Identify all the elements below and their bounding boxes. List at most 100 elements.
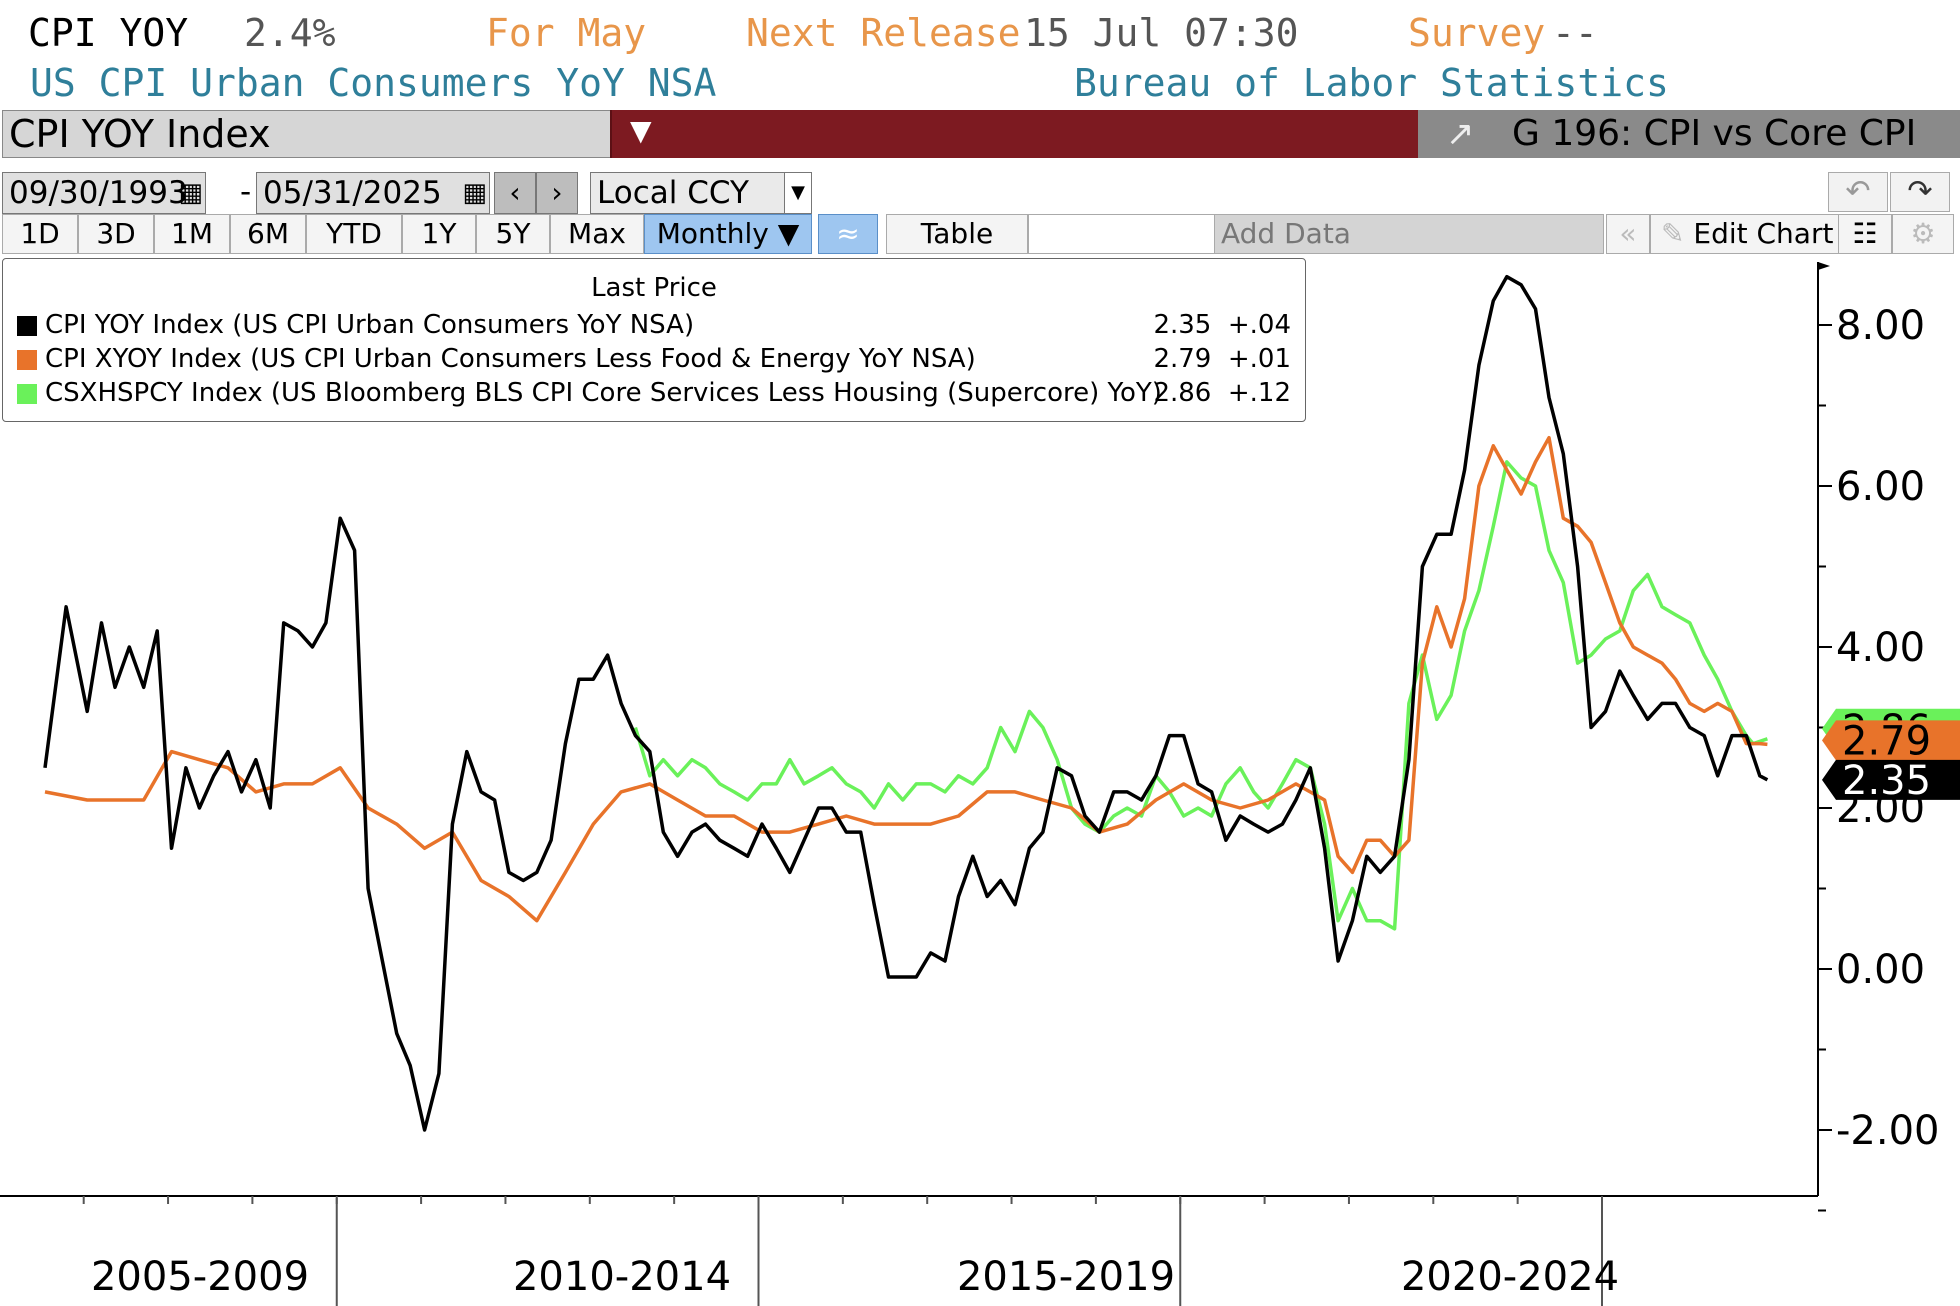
line-chart-type-button[interactable]: ≈ bbox=[818, 214, 878, 254]
currency-select[interactable]: Local CCY ▼ bbox=[590, 172, 812, 214]
pencil-icon: ✎ bbox=[1661, 217, 1685, 250]
series-line-supercore bbox=[633, 460, 1768, 931]
last-value-tag bbox=[1822, 759, 1960, 800]
line-chart: -2.000.002.004.006.008.00 2005-2009 2010-… bbox=[0, 262, 1960, 1306]
legend-label: CPI XYOY Index (US CPI Urban Consumers L… bbox=[45, 344, 976, 374]
chevron-down-icon: ▼ bbox=[784, 173, 811, 213]
survey-label: Survey bbox=[1408, 11, 1546, 55]
title-bar: CPI YOY Index ▼ ↗ G 196: CPI vs Core CPI bbox=[0, 110, 1960, 160]
start-date-value: 09/30/1993 bbox=[9, 175, 188, 211]
chart-settings-button[interactable]: ☷ bbox=[1838, 214, 1892, 254]
legend-values: 2.86 +.12 bbox=[1153, 377, 1291, 409]
x-axis-groups: 2005-2009 2010-2014 2015-2019 2020-2024 bbox=[82, 1196, 1619, 1306]
last-value-label: 2.79 bbox=[1822, 718, 1960, 764]
legend-label: CSXHSPCY Index (US Bloomberg BLS CPI Cor… bbox=[45, 378, 1162, 408]
undo-icon: ↶ bbox=[1845, 174, 1871, 209]
calendar-icon[interactable]: ▦ bbox=[462, 178, 487, 208]
series-swatch bbox=[17, 316, 37, 336]
last-value-labels: 2.862.792.35 bbox=[1822, 707, 1960, 804]
y-tick-label: 6.00 bbox=[1836, 464, 1925, 510]
legend-values: 2.35 +.04 bbox=[1153, 309, 1291, 341]
series-group bbox=[43, 274, 1769, 1132]
toolbar-spacer bbox=[1028, 214, 1216, 254]
add-data-input[interactable]: Add Data bbox=[1214, 214, 1604, 254]
last-value: 2.4% bbox=[244, 11, 336, 55]
ticker-short: CPI YOY bbox=[28, 11, 189, 55]
date-range-separator: - bbox=[240, 174, 252, 210]
filter-down-icon: ▼ bbox=[630, 114, 652, 147]
next-range-button[interactable]: › bbox=[536, 172, 578, 214]
end-date-value: 05/31/2025 bbox=[263, 175, 442, 211]
y-tick-label: 8.00 bbox=[1836, 303, 1925, 349]
legend-label: CPI YOY Index (US CPI Urban Consumers Yo… bbox=[45, 310, 695, 340]
series-line-cpi-yoy bbox=[43, 274, 1769, 1132]
x-group-label: 2020-2024 bbox=[1401, 1254, 1619, 1300]
chevron-left-icon: ‹ bbox=[509, 176, 521, 209]
last-value-text: 2.35 bbox=[1842, 758, 1931, 804]
legend-header: Last Price bbox=[591, 273, 717, 303]
previous-range-button[interactable]: ‹ bbox=[494, 172, 536, 214]
legend-change: +.04 bbox=[1227, 310, 1291, 340]
data-source: Bureau of Labor Statistics bbox=[1074, 61, 1669, 105]
last-value-tag bbox=[1822, 720, 1960, 761]
frequency-dropdown[interactable]: Monthly ▼ bbox=[644, 214, 812, 254]
x-group-label: 2005-2009 bbox=[91, 1254, 309, 1300]
legend-change: +.01 bbox=[1227, 344, 1291, 374]
survey-value: -- bbox=[1552, 11, 1598, 55]
start-date-field[interactable]: 09/30/1993 ▦ bbox=[2, 172, 206, 214]
chart-name: G 196: CPI vs Core CPI bbox=[1512, 113, 1917, 154]
legend-value: 2.79 bbox=[1153, 344, 1212, 374]
series-swatch bbox=[17, 384, 37, 404]
line-chart-icon: ≈ bbox=[836, 217, 860, 250]
legend-value: 2.35 bbox=[1153, 310, 1212, 340]
undo-button[interactable]: ↶ bbox=[1828, 172, 1888, 212]
period-3d-button[interactable]: 3D bbox=[78, 214, 154, 254]
period-1d-button[interactable]: 1D bbox=[2, 214, 78, 254]
legend-values: 2.79 +.01 bbox=[1153, 343, 1291, 375]
period-5y-button[interactable]: 5Y bbox=[476, 214, 550, 254]
security-description: US CPI Urban Consumers YoY NSA bbox=[30, 61, 717, 105]
gear-button[interactable]: ⚙ bbox=[1892, 214, 1954, 254]
last-value-text: 2.79 bbox=[1842, 718, 1931, 764]
legend-change: +.12 bbox=[1227, 378, 1291, 408]
for-label: For May bbox=[486, 11, 647, 55]
period-6m-button[interactable]: 6M bbox=[230, 214, 306, 254]
table-button[interactable]: Table bbox=[886, 214, 1028, 254]
chart-legend[interactable]: Last Price CPI YOY Index (US CPI Urban C… bbox=[2, 258, 1306, 422]
x-group-label: 2010-2014 bbox=[513, 1254, 731, 1300]
x-group-label: 2015-2019 bbox=[957, 1254, 1175, 1300]
period-ytd-button[interactable]: YTD bbox=[306, 214, 402, 254]
axis-arrow-icon bbox=[1818, 262, 1830, 270]
next-release-label: Next Release bbox=[746, 11, 1021, 55]
period-max-button[interactable]: Max bbox=[550, 214, 644, 254]
chart-axes bbox=[0, 262, 1830, 1197]
calendar-icon[interactable]: ▦ bbox=[178, 178, 203, 208]
collapse-button[interactable]: « bbox=[1606, 214, 1650, 254]
edit-settings-icon: ☷ bbox=[1852, 217, 1878, 250]
period-1m-button[interactable]: 1M bbox=[154, 214, 230, 254]
edit-chart-button[interactable]: ✎ Edit Chart bbox=[1650, 214, 1848, 254]
double-chevron-left-icon: « bbox=[1619, 217, 1637, 250]
y-tick-label: -2.00 bbox=[1836, 1108, 1940, 1154]
edit-chart-label: Edit Chart bbox=[1693, 217, 1834, 250]
legend-value: 2.86 bbox=[1153, 378, 1212, 408]
chevron-right-icon: › bbox=[551, 176, 563, 209]
y-tick-label: 4.00 bbox=[1836, 625, 1925, 671]
security-dropdown[interactable]: ▼ bbox=[610, 110, 670, 158]
external-link-icon[interactable]: ↗ bbox=[1446, 114, 1475, 154]
chart-name-bar[interactable]: ↗ G 196: CPI vs Core CPI bbox=[1418, 110, 1960, 158]
redo-button[interactable]: ↷ bbox=[1890, 172, 1950, 212]
redo-icon: ↷ bbox=[1907, 174, 1933, 209]
legend-entry-cpi-xyoy[interactable]: CPI XYOY Index (US CPI Urban Consumers L… bbox=[17, 343, 976, 375]
last-value-label: 2.35 bbox=[1822, 758, 1960, 804]
period-1y-button[interactable]: 1Y bbox=[402, 214, 476, 254]
security-input[interactable]: CPI YOY Index bbox=[2, 110, 614, 158]
series-swatch bbox=[17, 350, 37, 370]
series-line-cpi-xyoy bbox=[44, 435, 1768, 923]
y-tick-label: 0.00 bbox=[1836, 947, 1925, 993]
gear-icon: ⚙ bbox=[1910, 217, 1936, 250]
end-date-field[interactable]: 05/31/2025 ▦ bbox=[256, 172, 490, 214]
legend-entry-cpi-yoy[interactable]: CPI YOY Index (US CPI Urban Consumers Yo… bbox=[17, 309, 694, 341]
legend-entry-supercore[interactable]: CSXHSPCY Index (US Bloomberg BLS CPI Cor… bbox=[17, 377, 1162, 409]
